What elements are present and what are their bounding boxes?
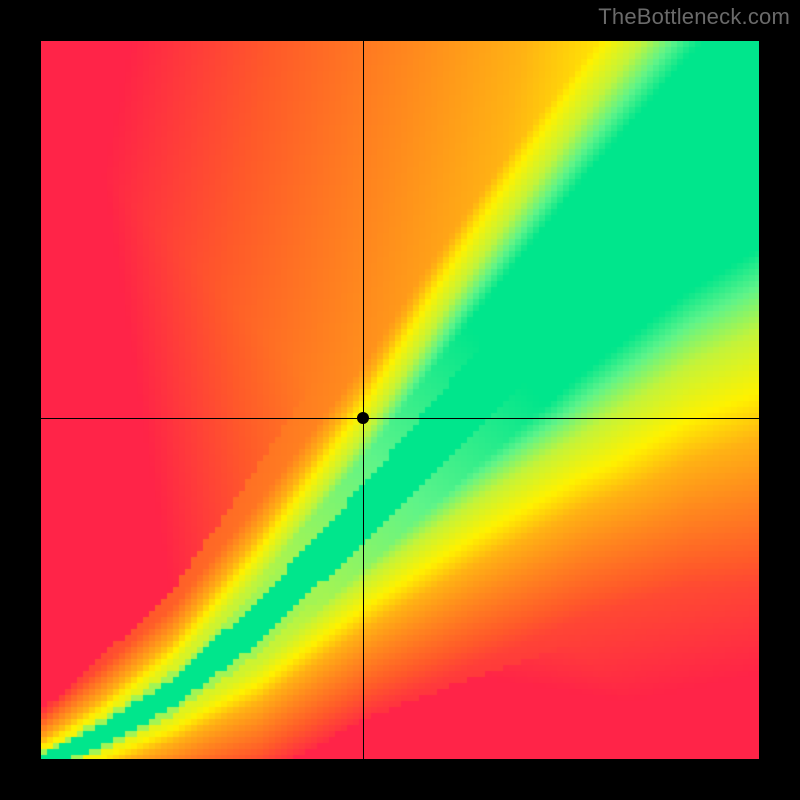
plot-area (41, 41, 759, 759)
crosshair-horizontal (41, 418, 759, 419)
crosshair-marker (357, 412, 369, 424)
watermark-text: TheBottleneck.com (598, 4, 790, 30)
chart-container: TheBottleneck.com (0, 0, 800, 800)
crosshair-vertical (363, 41, 364, 759)
heatmap-canvas (41, 41, 759, 759)
